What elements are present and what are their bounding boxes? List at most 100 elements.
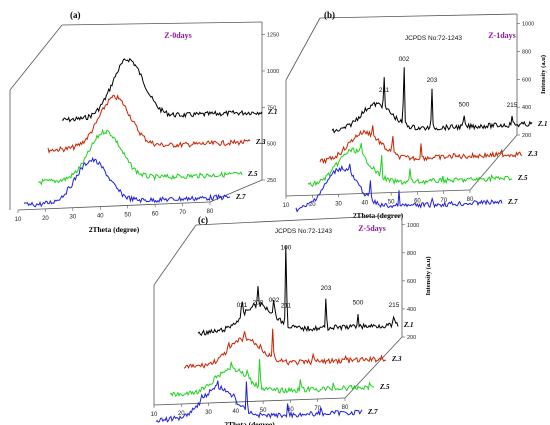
- x-tick-label: 20: [178, 411, 185, 417]
- series-label: Z.3: [391, 355, 402, 363]
- series-line-Z-5: [37, 128, 243, 186]
- series-label: Z.1: [267, 108, 278, 116]
- series-label: Z.1: [537, 120, 548, 128]
- series-line-Z-1: [61, 57, 263, 123]
- back-top-edge: [61, 21, 263, 26]
- x-tick-label: 20: [309, 202, 316, 208]
- z-tick-label: 750: [267, 105, 276, 111]
- series-label: Z.5: [247, 170, 258, 178]
- z-tick-label: 1000: [267, 69, 279, 75]
- floor-right-edge: [469, 134, 518, 191]
- peak-label: 500: [353, 300, 364, 307]
- series-line-Z-1: [331, 67, 533, 134]
- y-axis-label: Intensity (a.u): [425, 256, 432, 295]
- z-tick-label: 200: [407, 335, 416, 341]
- condition-label: Z-5days: [358, 224, 386, 233]
- back-top-edge: [319, 13, 518, 19]
- series-line-Z-1: [197, 245, 399, 337]
- z-tick-label: 1250: [267, 33, 279, 39]
- z-tick-label: 500: [267, 142, 276, 148]
- back-left-edge: [153, 224, 197, 286]
- x-tick-label: 20: [42, 216, 49, 222]
- series-label: Z.3: [527, 150, 538, 158]
- x-tick-label: 70: [179, 210, 186, 216]
- panel-label: (a): [70, 10, 81, 20]
- series-line-Z-5: [169, 359, 375, 398]
- z-tick-label: 600: [407, 279, 416, 285]
- z-tick-label: 400: [407, 307, 416, 313]
- z-tick-label: 600: [522, 77, 531, 83]
- x-tick-label: 10: [15, 217, 22, 223]
- x-tick-label: 80: [467, 197, 474, 203]
- x-tick-label: 10: [283, 203, 290, 209]
- series-label: Z.7: [367, 408, 378, 416]
- series-label: Z.7: [235, 193, 246, 201]
- z-tick-label: 1000: [522, 22, 534, 28]
- xrd-3d-plot-b: 10 20 30 40 50 60 70 80 2Theta (degree) 200 400 600…: [283, 10, 548, 220]
- x-axis-label: 2Theta (degree): [353, 211, 404, 220]
- x-tick-label: 60: [152, 211, 159, 217]
- xrd-3d-plot-a: 10 20 30 40 50 60 70 80 2Theta (degree) 250 500 750…: [9, 10, 279, 234]
- condition-label: Z-0days: [164, 31, 192, 40]
- series-label: Z.3: [255, 138, 266, 146]
- x-tick-label: 30: [335, 201, 342, 207]
- floor-right-edge: [209, 179, 263, 203]
- z-tick-label: 250: [267, 178, 276, 184]
- series-line-Z-7: [155, 380, 363, 423]
- jcpds-label: JCPDS No:72-1243: [405, 35, 462, 42]
- back-top-edge: [195, 214, 403, 226]
- z-tick-label: 800: [407, 251, 416, 257]
- panel-label: (b): [324, 10, 335, 20]
- peak-label: 021: [237, 302, 248, 309]
- x-axis-label: 2Theta (degree): [89, 225, 140, 234]
- peak-label: 203: [321, 285, 332, 292]
- series-line-Z-3: [319, 125, 523, 165]
- jcpds-label: JCPDS No:72-1243: [275, 228, 332, 235]
- series-line-Z-3: [47, 94, 251, 154]
- x-tick-label: 30: [70, 215, 77, 221]
- peak-label: 211: [379, 87, 390, 94]
- x-axis-line: [285, 189, 471, 197]
- x-tick-label: 80: [342, 405, 349, 411]
- back-left-edge: [285, 17, 321, 81]
- peak-label: 002: [269, 297, 280, 304]
- series-line-Z-7: [295, 163, 503, 213]
- series-line-Z-7: [23, 156, 231, 208]
- z-tick-label: 400: [522, 105, 531, 111]
- z-tick-label: 200: [522, 133, 531, 139]
- peak-label: 203: [427, 77, 438, 84]
- x-tick-label: 10: [151, 412, 158, 418]
- x-tick-label: 40: [233, 409, 240, 415]
- x-tick-label: 80: [207, 209, 214, 215]
- z-tick-label: 1000: [407, 223, 419, 229]
- panel-label: (c): [198, 215, 208, 225]
- x-tick-label: 60: [414, 199, 421, 205]
- series-line-Z-5: [307, 142, 513, 188]
- y-axis-label: Intensity (a.u): [540, 55, 547, 94]
- x-tick-label: 40: [97, 214, 104, 220]
- panel-a: 10 20 30 40 50 60 70 80 2Theta (degree) 250 500 750…: [0, 0, 280, 234]
- series-label: Z.5: [379, 383, 390, 391]
- peak-label: 200: [253, 300, 264, 307]
- peak-label: 500: [459, 102, 470, 109]
- z-tick-label: 800: [522, 50, 531, 56]
- panel-b: 10 20 30 40 50 60 70 80 2Theta (degree) 200 400 600…: [280, 0, 550, 220]
- x-tick-label: 30: [205, 410, 212, 416]
- peak-label: 002: [399, 56, 410, 63]
- peak-label: 215: [507, 102, 518, 109]
- condition-label: Z-1days: [488, 31, 516, 40]
- x-tick-label: 50: [388, 200, 395, 206]
- series-label: Z.1: [403, 321, 414, 329]
- x-axis-label: 2Theta (degree): [224, 420, 275, 425]
- x-tick-label: 50: [260, 408, 267, 414]
- x-tick-label: 60: [287, 407, 294, 413]
- peak-label: 100: [281, 244, 292, 251]
- back-left-edge: [9, 24, 63, 91]
- peak-label: 211: [281, 302, 292, 309]
- x-axis-line: [153, 397, 346, 406]
- panel-c: 10 20 30 40 50 60 70 80 2Theta (degree) 200 400 600…: [140, 205, 432, 425]
- series-label: Z.7: [507, 198, 518, 206]
- x-tick-label: 50: [124, 212, 131, 218]
- x-tick-label: 40: [362, 200, 369, 206]
